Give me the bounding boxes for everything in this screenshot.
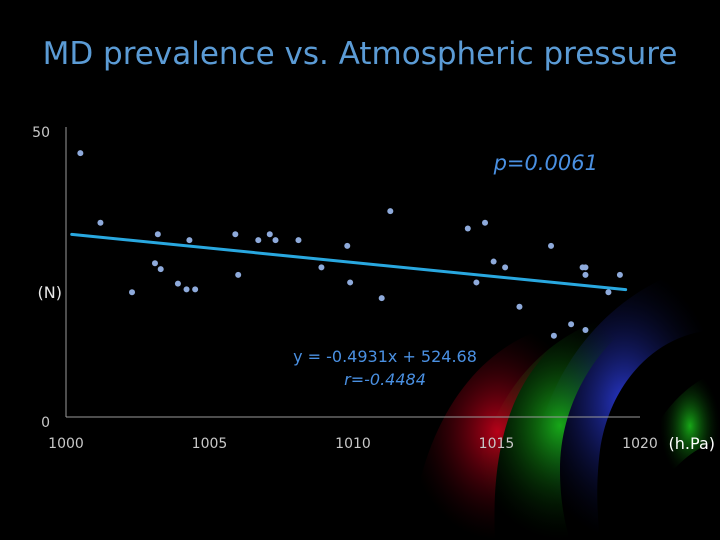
data-point — [464, 225, 471, 232]
data-point — [174, 280, 181, 287]
data-point — [605, 289, 612, 296]
data-point — [502, 264, 509, 271]
data-point — [272, 237, 279, 244]
data-point — [232, 231, 239, 238]
trendline-group — [70, 232, 628, 292]
data-point — [387, 208, 394, 215]
r-value-label: r=-0.4484 — [344, 370, 426, 389]
data-point — [550, 332, 557, 339]
data-point — [344, 242, 351, 249]
x-tick-label: 1020 — [622, 436, 658, 452]
data-point — [192, 286, 199, 293]
data-point — [77, 150, 84, 157]
data-point — [548, 242, 555, 249]
data-point — [616, 271, 623, 278]
x-tick-label: 1015 — [479, 436, 515, 452]
data-point — [157, 266, 164, 273]
data-point — [186, 237, 193, 244]
y-axis-label: (N) — [38, 283, 62, 302]
x-axis-label: (h.Pa) — [669, 434, 715, 453]
data-point — [151, 260, 158, 267]
data-point — [490, 258, 497, 265]
x-tick-label: 1010 — [335, 436, 371, 452]
data-point — [154, 231, 161, 238]
data-point — [129, 289, 136, 296]
trendline — [70, 232, 628, 292]
data-point — [582, 271, 589, 278]
y-tick-label: 50 — [32, 125, 50, 141]
trendline-equation: y = -0.4931x + 524.68 — [293, 347, 477, 366]
slide-title: MD prevalence vs. Atmospheric pressure — [42, 36, 678, 72]
data-point — [582, 264, 589, 271]
data-point — [516, 303, 523, 310]
data-point — [347, 279, 354, 286]
data-point — [266, 231, 273, 238]
data-point — [97, 219, 104, 226]
data-point — [582, 327, 589, 333]
decorative-swoosh — [410, 266, 720, 540]
data-point — [378, 295, 385, 302]
data-point — [568, 321, 575, 328]
y-tick-label: 0 — [41, 415, 50, 431]
x-tick-label: 1005 — [192, 436, 228, 452]
data-point — [318, 264, 325, 271]
data-point — [473, 279, 480, 286]
axes — [65, 127, 640, 418]
data-point — [255, 237, 262, 244]
data-point — [482, 219, 489, 226]
data-point — [183, 286, 190, 293]
data-points — [77, 150, 623, 339]
data-point — [295, 237, 302, 244]
p-value-label: p=0.0061 — [493, 151, 598, 175]
labels: 1000 1005 1010 1015 1020 0 50 (N) (h.Pa) p=0.0061… — [32, 125, 715, 453]
x-tick-label: 1000 — [48, 436, 84, 452]
data-point — [235, 271, 242, 278]
